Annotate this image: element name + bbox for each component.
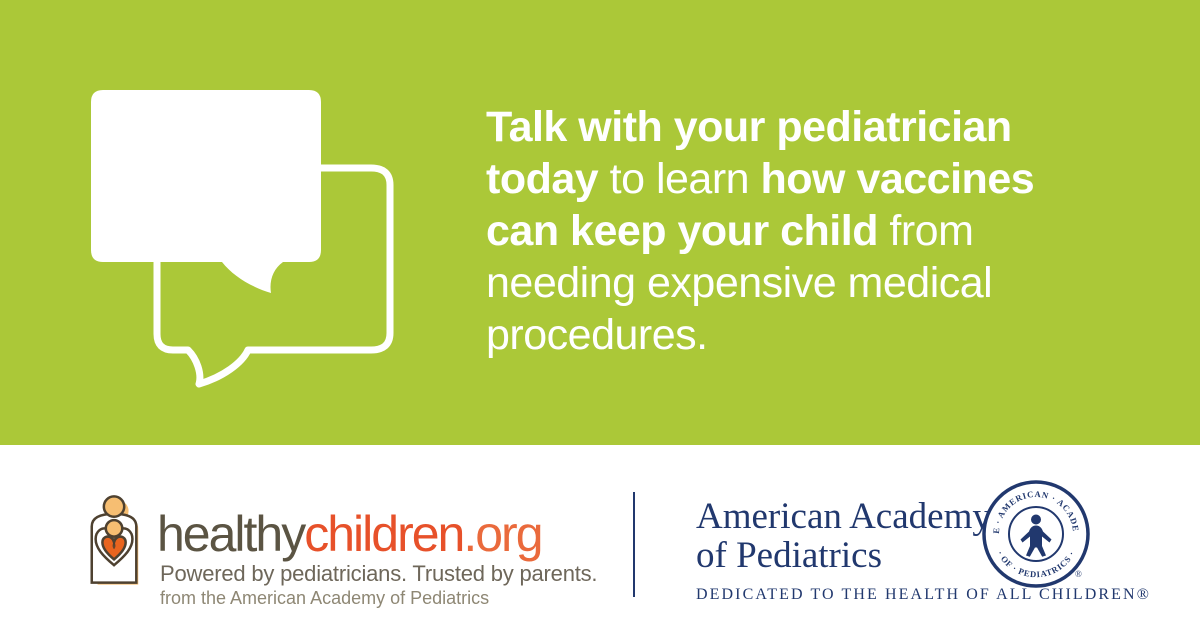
headline-line: can keep your child from [486,205,1176,257]
headline-bold-segment: can keep your child [486,207,878,255]
aap-seal-icon: · THE · AMERICAN · ACADEMY · · OF · PEDI… [980,478,1090,588]
headline-bold-segment: today [486,155,599,203]
healthychildren-wordmark: healthychildren.org [157,506,544,562]
headline-bold-segment: Talk with your pediatrician [486,103,1012,151]
headline-line: Talk with your pediatrician [486,101,1176,153]
divider-line [633,492,635,597]
aap-name: American Academy of Pediatrics [696,497,991,575]
aap-name-line2: of Pediatrics [696,535,882,576]
headline-line: procedures. [486,309,1176,361]
hero-banner: Talk with your pediatrician today to lear… [0,0,1200,445]
headline-regular-segment: procedures. [486,311,708,359]
headline-regular-segment: from [877,207,974,255]
seal-registered-mark: ® [1075,569,1082,579]
footer: healthychildren.org Powered by pediatric… [0,445,1200,630]
headline-bold-segment: how vaccines [760,155,1035,203]
healthychildren-tagline: Powered by pediatricians. Trusted by par… [160,561,598,586]
healthychildren-subline: from the American Academy of Pediatrics [160,588,490,608]
wordmark-healthy: healthy [157,506,306,562]
aap-name-line1: American Academy [696,496,991,537]
headline-regular-segment: to learn [598,155,761,203]
parent-child-icon [90,495,139,585]
speech-bubbles-icon [91,90,394,388]
wordmark-children: children [304,506,465,562]
headline-line: today to learn how vaccines [486,153,1176,205]
headline: Talk with your pediatrician today to lear… [486,101,1176,361]
seal-child-figure [1020,514,1052,557]
headline-line: needing expensive medical [486,257,1176,309]
headline-regular-segment: needing expensive medical [486,259,993,307]
wordmark-org: .org [463,506,543,562]
aap-motto: DEDICATED TO THE HEALTH OF ALL CHILDREN® [696,586,1151,603]
